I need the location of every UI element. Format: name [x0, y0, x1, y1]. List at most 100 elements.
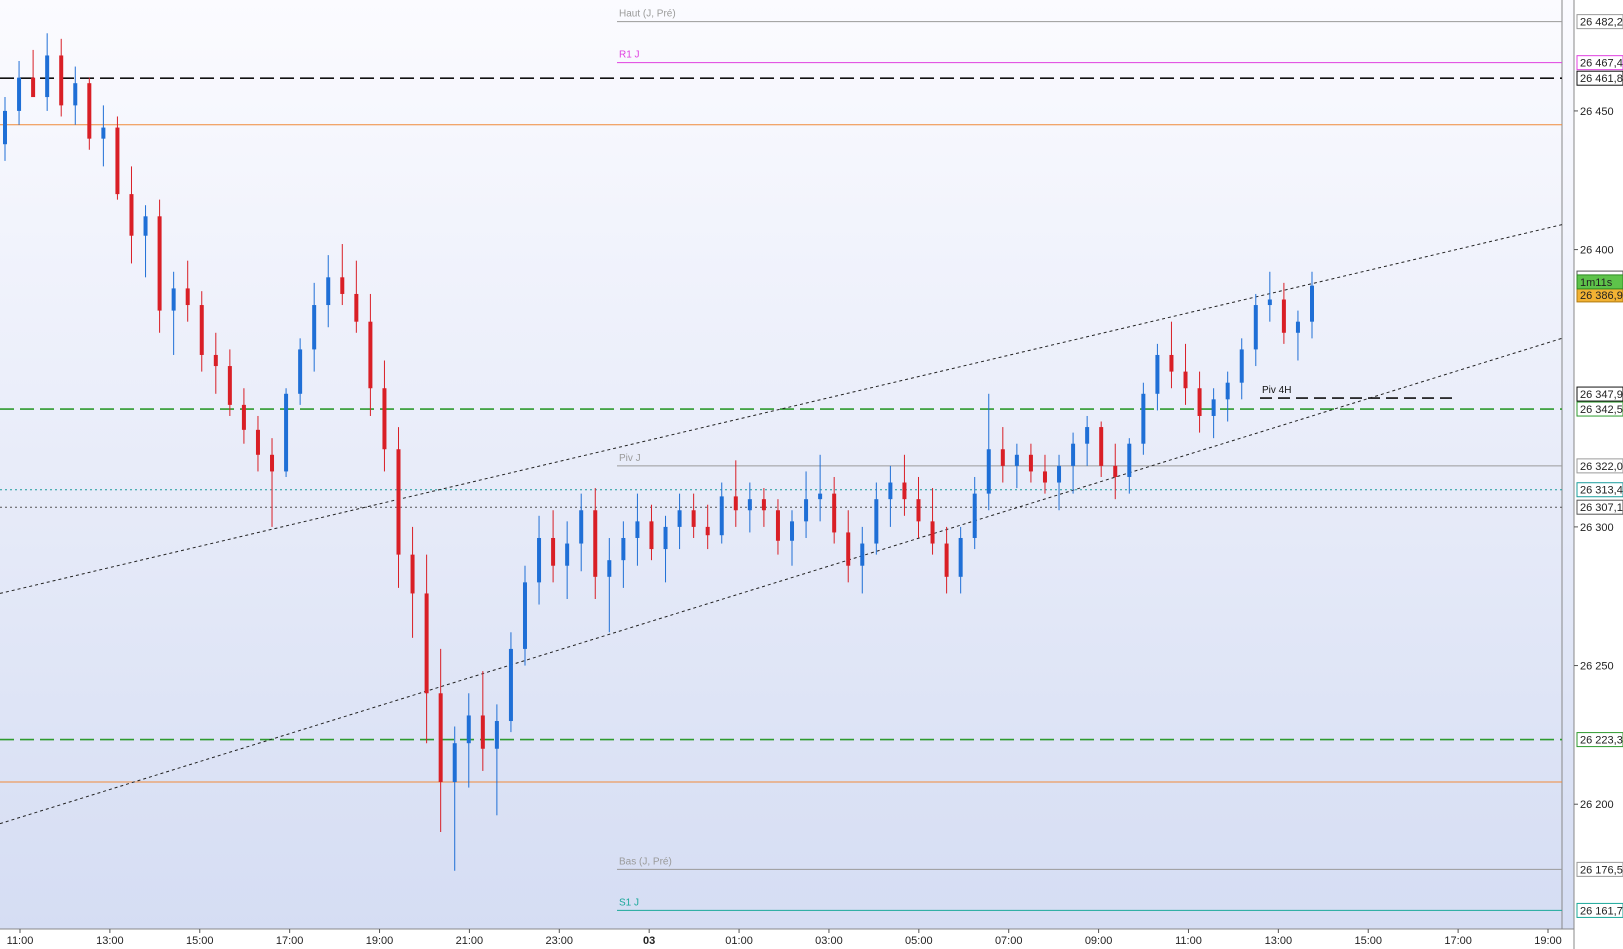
candle-body: [1239, 349, 1244, 383]
level-label-10: Bas (J, Pré): [619, 856, 672, 867]
level-tag-2-label: 26 461,8: [1580, 73, 1623, 85]
candle-body: [1197, 388, 1202, 416]
candle-body: [565, 543, 570, 566]
candle-body: [227, 366, 232, 405]
price-axis: 26 450 26 400 26 300 26 250 26 200: [1574, 106, 1614, 811]
pivot-4h-label: Piv 4H: [1262, 385, 1291, 396]
candle-body: [1281, 299, 1286, 333]
candle-body: [199, 305, 204, 355]
candle-body: [649, 521, 654, 550]
candle-body: [916, 499, 921, 522]
candle-body: [312, 305, 317, 350]
x-tick-label: 19:00: [366, 935, 394, 947]
candle-body: [382, 388, 387, 450]
candle-body: [1169, 354, 1174, 372]
candle-body: [438, 693, 443, 783]
candle-body: [466, 715, 471, 744]
trendline-1: [0, 337, 1563, 825]
candle-body: [663, 526, 668, 550]
candle-body: [944, 543, 949, 577]
time-axis: 11:00 13:00 15:00 17:00 19:00 21:00 23:00 03 01:…: [7, 929, 1562, 947]
candle-body: [677, 510, 682, 527]
candle-body: [298, 349, 303, 394]
candle-body: [284, 393, 289, 472]
x-tick-label: 05:00: [905, 935, 933, 947]
candle-body: [1042, 471, 1047, 483]
price-axis-background: [1574, 0, 1623, 949]
candle-body: [424, 593, 429, 694]
level-tag-7-box: [1576, 499, 1623, 515]
candle-body: [480, 715, 485, 749]
x-tick-label: 09:00: [1085, 935, 1113, 947]
level-label-11: S1 J: [619, 897, 639, 908]
pivot-4h-tag-label: 26 347,9: [1580, 389, 1623, 401]
y-tick-label: 26 200: [1580, 799, 1614, 811]
candle-body: [986, 449, 991, 494]
candle-body: [1295, 321, 1300, 333]
y-tick-label: 26 400: [1580, 245, 1614, 257]
y-tick-label: 26 450: [1580, 106, 1614, 118]
level-label-1: R1 J: [619, 50, 640, 61]
x-tick-label: 17:00: [276, 935, 304, 947]
candle-body: [185, 288, 190, 306]
x-tick-label: 23:00: [546, 935, 574, 947]
candle-body: [691, 510, 696, 527]
candle-body: [101, 127, 106, 139]
candle-body: [1057, 465, 1062, 483]
countdown-timer-label: 1m11s: [1580, 277, 1613, 289]
candle-body: [775, 510, 780, 541]
candle-body: [522, 582, 527, 649]
trendlines: [0, 224, 1563, 825]
y-tick-label: 26 300: [1580, 522, 1614, 534]
horizontal-levels: Haut (J, Pré) R1 J Piv J Bas (J, Pré) S1 J Pi…: [0, 9, 1562, 911]
x-tick-label: 15:00: [1354, 935, 1382, 947]
candle-body: [832, 493, 837, 533]
candle-body: [1127, 443, 1132, 477]
candle-body: [1225, 382, 1230, 400]
candle-body: [396, 449, 401, 555]
x-tick-label: 17:00: [1444, 935, 1472, 947]
last-price-tag-label: 26 386,9: [1580, 290, 1623, 302]
candle-body: [902, 482, 907, 500]
candles: [3, 33, 1314, 871]
candle-body: [790, 521, 795, 541]
candle-body: [846, 532, 851, 566]
candle-body: [354, 293, 359, 322]
candle-body: [171, 288, 176, 311]
x-tick-label: 07:00: [995, 935, 1023, 947]
level-tag-0-box: [1576, 14, 1623, 30]
price-tags: 26 482,2 26 467,4 26 461,8 26 342,5 26 322,0…: [1576, 14, 1623, 918]
x-tick-label: 11:00: [7, 935, 34, 947]
candle-body: [452, 743, 457, 783]
candle-body: [888, 482, 893, 500]
candle-body: [1099, 427, 1104, 466]
candle-body: [255, 429, 260, 455]
level-tag-4-box: [1576, 401, 1623, 417]
candle-body: [3, 110, 7, 145]
candle-body: [1113, 465, 1118, 477]
level-tag-6-label: 26 313,4: [1580, 485, 1623, 497]
candle-body: [1155, 354, 1160, 394]
candle-body: [860, 543, 865, 566]
candle-body: [705, 526, 710, 536]
level-label-5: Piv J: [619, 453, 641, 464]
candle-body: [1071, 443, 1076, 466]
candle-body: [129, 194, 134, 236]
y-tick-label: 26 250: [1580, 661, 1614, 673]
candle-body: [1211, 399, 1216, 416]
candle-body: [635, 521, 640, 538]
candle-body: [213, 354, 218, 367]
x-tick-label: 21:00: [456, 935, 484, 947]
level-tag-8-box: [1576, 732, 1623, 748]
candle-body: [537, 537, 542, 583]
candle-body: [579, 510, 584, 544]
x-tick-label: 15:00: [186, 935, 214, 947]
candle-body: [551, 537, 556, 566]
candle-body: [368, 321, 373, 389]
x-tick-label: 03:00: [815, 935, 843, 947]
level-tag-2-box: [1576, 70, 1623, 86]
level-tag-8-label: 26 223,3: [1580, 735, 1623, 747]
level-tag-0-label: 26 482,2: [1580, 17, 1623, 29]
